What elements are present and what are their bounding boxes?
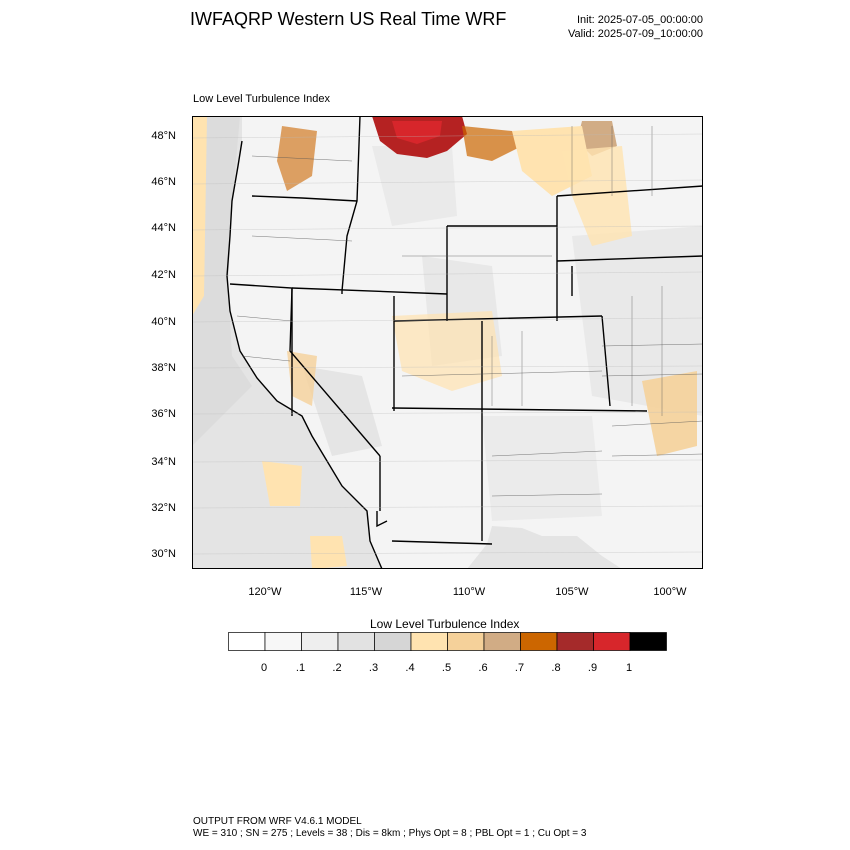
colorbar-box xyxy=(629,632,667,651)
turbulence-moderate-area xyxy=(462,126,522,161)
lat-label: 36°N xyxy=(151,408,176,420)
colorbar-tick-label: .7 xyxy=(514,662,525,674)
colorbar-box xyxy=(447,632,485,651)
turbulence-light-area xyxy=(287,351,317,406)
footer-model: OUTPUT FROM WRF V4.6.1 MODEL xyxy=(193,816,362,827)
turbulence-light-area xyxy=(392,311,502,391)
valid-time: Valid: 2025-07-09_10:00:00 xyxy=(568,28,703,40)
colorbar-box xyxy=(593,632,631,651)
footer-params: WE = 310 ; SN = 275 ; Levels = 38 ; Dis … xyxy=(193,828,587,839)
colorbar-tick-label: 1 xyxy=(625,662,633,674)
lat-label: 34°N xyxy=(151,456,176,468)
lat-label: 38°N xyxy=(151,362,176,374)
turbulence-moderate-area xyxy=(277,126,317,191)
graticule xyxy=(192,133,703,555)
lon-label: 115°W xyxy=(349,586,383,598)
shading-patch xyxy=(372,146,457,226)
turbulence-light-area xyxy=(262,461,302,506)
turbulence-light-area xyxy=(310,536,347,569)
colorbar-tick-label: .1 xyxy=(295,662,306,674)
init-time: Init: 2025-07-05_00:00:00 xyxy=(577,14,703,26)
colorbar-tick-label: .5 xyxy=(441,662,452,674)
footer: OUTPUT FROM WRF V4.6.1 MODEL WE = 310 ; … xyxy=(193,816,586,840)
map-frame xyxy=(192,116,703,569)
lon-label: 105°W xyxy=(555,586,589,598)
turbulence-light-area xyxy=(562,146,632,246)
shading-patch xyxy=(572,226,703,416)
lat-label: 46°N xyxy=(151,176,176,188)
colorbar-box xyxy=(410,632,448,651)
colorbar-box xyxy=(556,632,594,651)
lat-label: 32°N xyxy=(151,502,176,514)
colorbar-tick-label: .3 xyxy=(368,662,379,674)
lon-label: 110°W xyxy=(452,586,486,598)
colorbar-tick-label: .2 xyxy=(332,662,342,674)
colorbar-tick-label: 0 xyxy=(260,662,268,674)
lat-label: 44°N xyxy=(151,222,176,234)
colorbar-tick-label: .8 xyxy=(551,662,561,674)
lat-label: 30°N xyxy=(151,548,176,560)
state-borders xyxy=(226,116,703,569)
colorbar-box xyxy=(264,632,302,651)
lon-label: 100°W xyxy=(653,586,687,598)
county-lines xyxy=(236,126,703,497)
colorbar-title: Low Level Turbulence Index xyxy=(370,617,520,631)
shading-patch xyxy=(482,416,602,521)
lon-label: 120°W xyxy=(248,586,282,598)
shading-patch xyxy=(192,116,252,446)
colorbar-box xyxy=(483,632,521,651)
colorbar-box xyxy=(337,632,375,651)
field-label: Low Level Turbulence Index xyxy=(193,93,330,105)
turbulence-light-area xyxy=(192,116,207,316)
lat-label: 42°N xyxy=(151,269,176,281)
colorbar-tick-label: .9 xyxy=(587,662,598,674)
lat-label: 48°N xyxy=(151,130,176,142)
colorbar xyxy=(228,632,667,651)
colorbar-box xyxy=(374,632,412,651)
plot-title: IWFAQRP Western US Real Time WRF xyxy=(190,9,507,29)
colorbar-box xyxy=(228,632,266,651)
colorbar-box xyxy=(520,632,558,651)
colorbar-tick-label: .6 xyxy=(478,662,488,674)
lat-label: 40°N xyxy=(151,316,176,328)
time-info: Init: 2025-07-05_00:00:00 Valid: 2025-07… xyxy=(568,13,703,41)
colorbar-box xyxy=(301,632,339,651)
turbulence-light-area xyxy=(642,371,697,456)
turbulence-high-area xyxy=(392,121,442,144)
turbulence-map xyxy=(192,116,703,569)
colorbar-tick-label: .4 xyxy=(405,662,415,674)
